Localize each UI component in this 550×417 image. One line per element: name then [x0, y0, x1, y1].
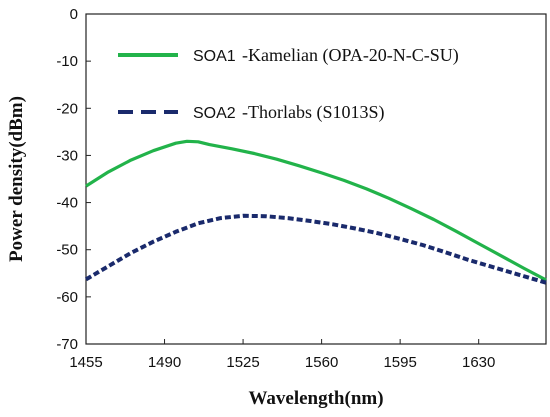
x-tick-label: 1560: [305, 354, 338, 371]
x-tick-label: 1630: [462, 354, 495, 371]
y-tick-label: -40: [56, 195, 78, 212]
x-tick-label: 1595: [383, 354, 416, 371]
x-tick-label: 1490: [148, 354, 181, 371]
y-axis: 0 -10 -20 -30 -40 -50 -60 -70: [56, 6, 91, 353]
series-layer: [84, 139, 547, 285]
x-axis-title: Wavelength(nm): [248, 388, 383, 409]
legend-series-name: SOA2: [193, 105, 236, 122]
y-axis-title: Power density(dBm): [6, 96, 27, 262]
x-axis: 1455 1490 1525 1560 1595 1630: [69, 339, 495, 371]
y-tick-label: -70: [56, 336, 78, 353]
x-tick-label: 1455: [69, 354, 102, 371]
x-tick-label: 1525: [226, 354, 259, 371]
legend-series-name: SOA1: [193, 48, 236, 65]
legend-series-description: -Kamelian (OPA-20-N-C-SU): [242, 45, 459, 66]
legend: SOA1 -Kamelian (OPA-20-N-C-SU) SOA2 -Thorla…: [118, 45, 459, 123]
y-tick-label: -50: [56, 242, 78, 259]
series-line-soa2: [84, 213, 547, 285]
y-tick-label: -20: [56, 100, 78, 117]
plot-frame: [85, 13, 547, 345]
y-tick-label: -30: [56, 147, 78, 164]
legend-series-description: -Thorlabs (S1013S): [242, 102, 385, 123]
y-tick-label: 0: [70, 6, 78, 23]
y-tick-label: -60: [56, 289, 78, 306]
y-tick-label: -10: [56, 53, 78, 70]
series-line-soa1: [85, 139, 547, 282]
